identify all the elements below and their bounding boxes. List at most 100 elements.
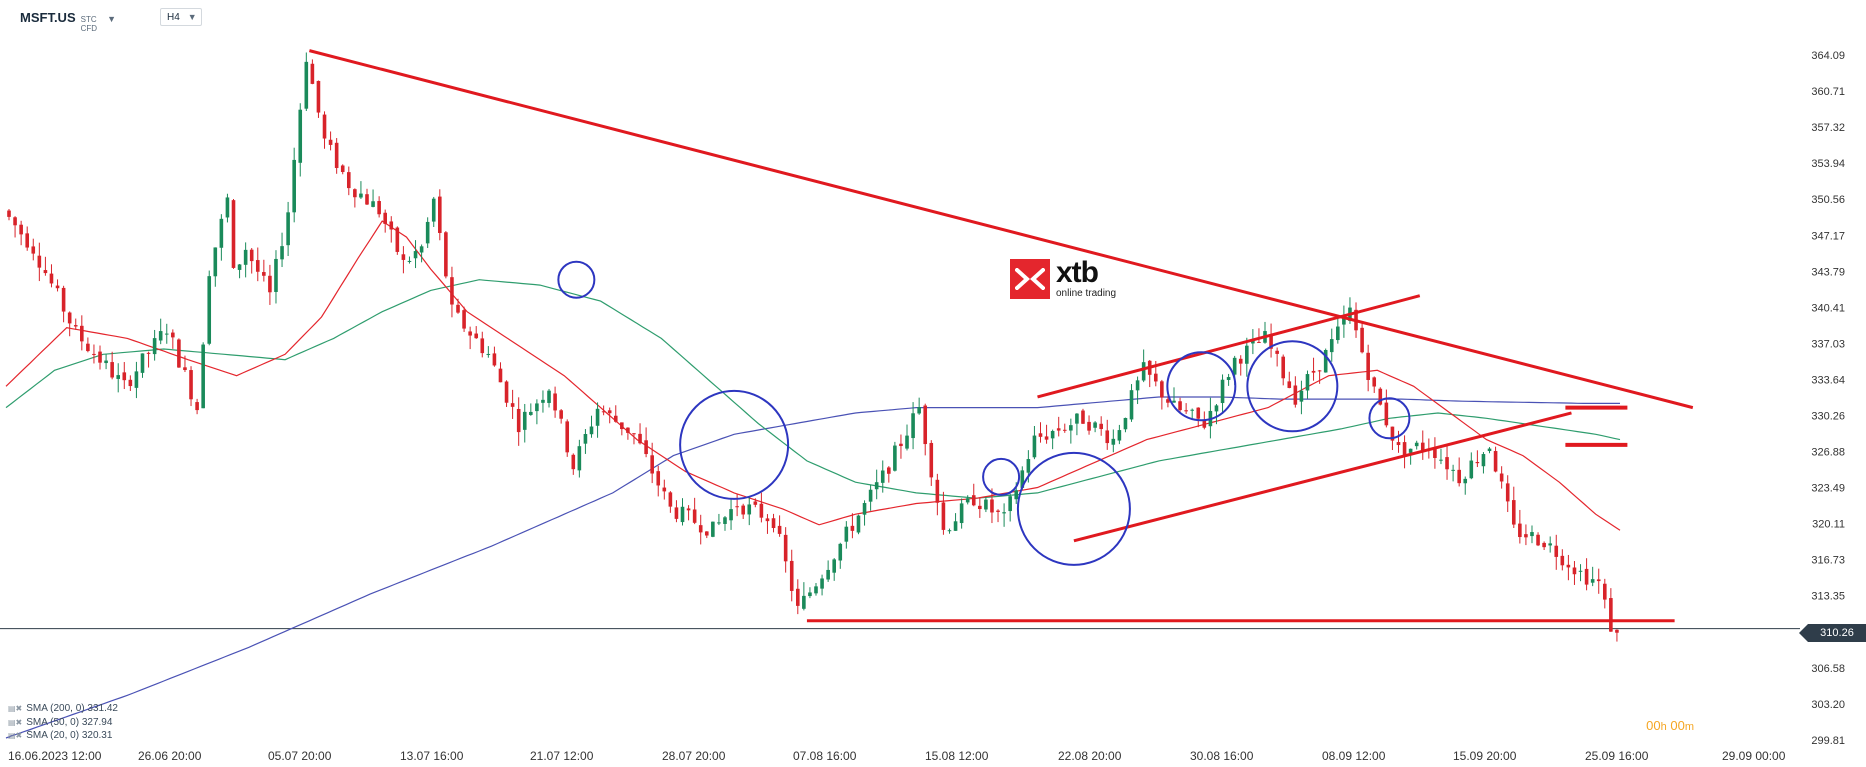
candle-body [1584, 568, 1589, 585]
symbol-name: MSFT.US [20, 10, 76, 25]
candle-body [844, 526, 849, 542]
legend-item-sma20[interactable]: ▤✖ SMA (20, 0) 320.31 [8, 729, 118, 743]
candle-body [498, 368, 503, 383]
candle-body [559, 410, 563, 419]
candle-body [1372, 377, 1377, 387]
candle-body [1317, 370, 1322, 372]
candle-body [1511, 500, 1516, 525]
candle-body [19, 224, 23, 235]
candle-body [1469, 460, 1474, 479]
candle-body [644, 440, 648, 455]
candle-body [383, 212, 387, 224]
candle-body [140, 353, 145, 373]
candle-body [1062, 429, 1067, 431]
settings-close-icon[interactable]: ▤✖ [8, 704, 23, 713]
candle-body [1481, 454, 1486, 467]
sma20-line [5, 220, 1621, 531]
candle-body [389, 221, 394, 230]
candle-body [789, 560, 794, 591]
candle-body [371, 201, 375, 207]
candle-body [365, 194, 369, 205]
candle-body [668, 492, 673, 507]
candle-body [1590, 579, 1595, 583]
candle-body [978, 505, 982, 510]
candle-body [1160, 381, 1164, 398]
chevron-down-icon: ▼ [187, 12, 197, 22]
candle-body [923, 405, 928, 445]
y-tick-label: 364.09 [1811, 50, 1845, 62]
settings-close-icon[interactable]: ▤✖ [8, 717, 23, 727]
candle-body [753, 501, 758, 505]
candle-body [377, 201, 381, 215]
candle-body [122, 372, 127, 381]
candle-body [1238, 358, 1243, 364]
candle-body [553, 393, 557, 411]
candle-body [407, 260, 412, 262]
candle-body [941, 502, 946, 530]
candle-body [225, 197, 230, 218]
candle-body [334, 142, 339, 169]
xtb-logo-icon [1010, 258, 1050, 299]
candle-body [504, 381, 509, 403]
timeframe-selector[interactable]: H4 ▼ [160, 8, 202, 26]
candle-body [1602, 583, 1607, 600]
candle-body [1153, 373, 1158, 382]
y-tick-label: 360.71 [1811, 86, 1845, 98]
legend-item-sma200[interactable]: ▤✖ SMA (200, 0) 331.42 [8, 702, 118, 716]
y-tick-label: 299.81 [1811, 735, 1845, 747]
candle-body [1463, 478, 1468, 484]
candle-body [1275, 350, 1279, 354]
candle-body [868, 489, 873, 502]
candle-body [856, 515, 861, 533]
candle-body [1008, 496, 1012, 512]
candle-body [201, 344, 205, 409]
x-tick-label: 26.06 20:00 [138, 749, 202, 763]
candle-body [1299, 390, 1304, 402]
candle-body [638, 433, 642, 444]
candle-body [971, 495, 976, 506]
candle-body [1093, 422, 1097, 428]
candle-body [1609, 598, 1613, 632]
candle-body [947, 530, 952, 532]
candle-body [249, 249, 254, 262]
candle-body [1232, 357, 1237, 375]
timeframe-label: H4 [167, 11, 180, 23]
candle-body [86, 343, 90, 352]
candle-body [7, 210, 11, 217]
candle-body [1596, 579, 1601, 582]
candle-body [656, 471, 661, 486]
candle-body [1123, 417, 1128, 430]
y-tick-label: 316.73 [1811, 555, 1845, 567]
candle-body [189, 370, 193, 400]
candle-body [1026, 459, 1031, 473]
legend-item-sma50[interactable]: ▤✖ SMA (50, 0) 327.94 [8, 716, 118, 730]
candle-body [1445, 457, 1449, 470]
candle-body [1069, 425, 1073, 431]
symbol-selector[interactable]: MSFT.US STC CFD ▼ [20, 10, 116, 33]
candle-body [1111, 438, 1116, 445]
legend-label: SMA (50, 0) 327.94 [26, 716, 113, 728]
candle-body [802, 595, 806, 609]
candle-body [1493, 451, 1498, 472]
x-tick-label: 25.09 16:00 [1585, 749, 1649, 763]
candle-body [43, 270, 48, 274]
candle-body [1390, 426, 1395, 441]
candle-body [1505, 483, 1510, 502]
candle-body [704, 531, 709, 536]
highlight-circle [679, 389, 790, 500]
settings-close-icon[interactable]: ▤✖ [8, 731, 23, 740]
candle-body [765, 518, 770, 522]
candle-body [698, 525, 703, 533]
candle-body [316, 80, 321, 113]
candle-body [1542, 542, 1546, 548]
candle-body [152, 338, 157, 355]
y-tick-label: 330.26 [1811, 411, 1845, 423]
candle-body [541, 399, 545, 403]
candle-body [589, 426, 594, 435]
candle-body [1572, 567, 1577, 575]
candle-body [1518, 523, 1522, 538]
logo-subtitle: online trading [1056, 288, 1117, 299]
candle-body [1329, 339, 1334, 353]
candle-body [346, 172, 351, 189]
